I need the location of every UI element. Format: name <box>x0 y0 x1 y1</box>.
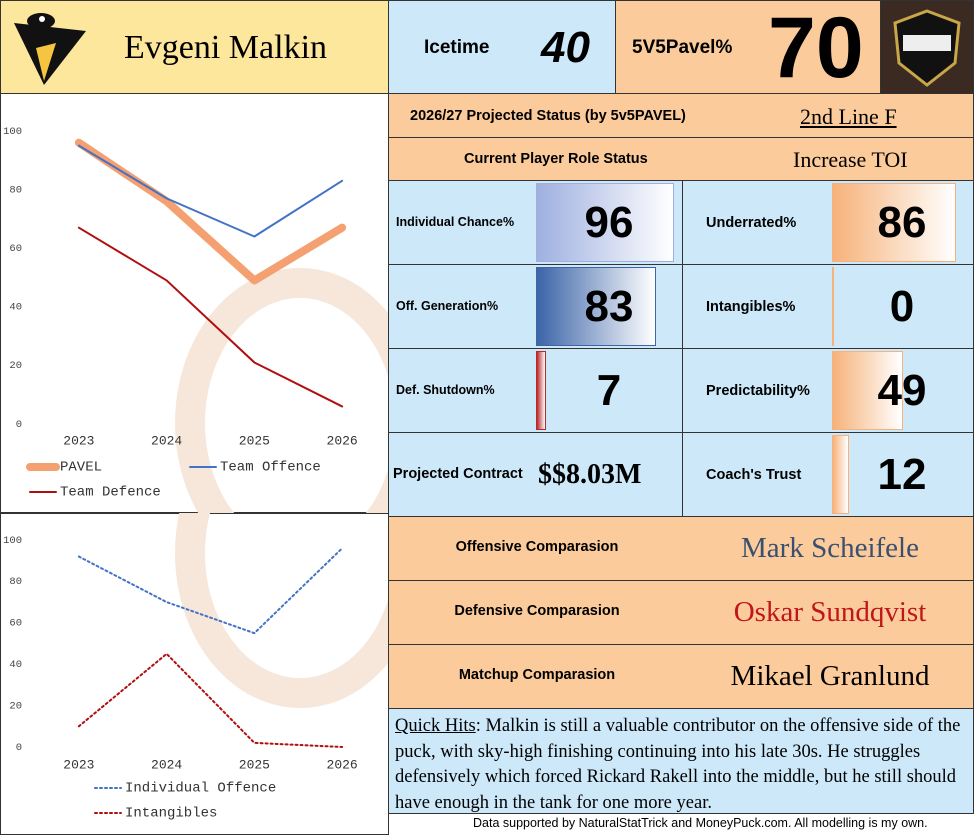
comparison-label: Defensive Comparasion <box>454 603 620 619</box>
comparison-row: Defensive Comparasion Oskar Sundqvist <box>388 580 974 645</box>
series-line <box>77 144 344 238</box>
league-logo <box>880 0 974 94</box>
x-tick-label: 2025 <box>239 433 270 448</box>
shield-band <box>903 35 951 51</box>
stat-label: Def. Shutdown% <box>396 382 495 397</box>
y-tick-label: 80 <box>9 576 22 588</box>
comparison-row: Matchup Comparasion Mikael Granlund <box>388 644 974 709</box>
league-logo-art <box>893 9 961 87</box>
stat-bar <box>832 435 850 514</box>
stat-label: Predictability% <box>706 382 810 399</box>
logo-eye <box>39 16 45 22</box>
legend-label: PAVEL <box>60 460 102 476</box>
y-tick-label: 0 <box>16 419 22 431</box>
stat-bar <box>536 267 656 346</box>
stat-value: 0 <box>889 281 915 331</box>
y-tick-label: 40 <box>9 659 22 671</box>
chart-2: 0 20 40 60 80 100 2023 2024 2025 2026 Individual O… <box>0 513 389 835</box>
stat-bar <box>536 183 675 262</box>
stat-cell: Underrated% 86 <box>682 180 974 265</box>
x-tick-label: 2024 <box>151 433 182 448</box>
quick-hits-text: : Malkin is still a valuable contributor… <box>395 716 961 813</box>
y-tick-label: 100 <box>3 126 22 138</box>
stat-bar <box>536 351 547 430</box>
legend-label: Team Offence <box>220 460 321 476</box>
footer: Data supported by NaturalStatTrick and M… <box>473 816 928 830</box>
legend-label: Individual Offence <box>125 781 276 797</box>
player-name: Evgeni Malkin <box>124 29 328 66</box>
pavel-label: 5V5Pavel% <box>632 37 733 58</box>
stat-label: Intangibles% <box>706 298 796 315</box>
stat-cell: Intangibles% 0 <box>682 264 974 349</box>
series-line <box>77 226 344 408</box>
contract-value: $$8.03M <box>538 458 642 490</box>
stat-cell: Individual Chance% 96 <box>388 180 683 265</box>
legend-label: Intangibles <box>125 806 217 822</box>
y-tick-label: 0 <box>16 742 22 754</box>
header: Evgeni Malkin <box>0 0 389 94</box>
stat-value: 49 <box>877 365 927 415</box>
icetime-value: 40 <box>541 23 590 72</box>
comparison-label: Offensive Comparasion <box>455 539 619 555</box>
legend-label: Team Defence <box>60 485 161 501</box>
stat-bar <box>832 351 903 430</box>
comparison-player: Mikael Granlund <box>730 660 930 692</box>
series-line <box>77 547 344 635</box>
quick-hits: Quick Hits: Malkin is still a valuable c… <box>388 708 974 814</box>
status-label: 2026/27 Projected Status (by 5v5PAVEL) <box>410 107 686 124</box>
watermark <box>175 513 389 708</box>
stat-value: 86 <box>877 197 927 247</box>
y-tick-label: 80 <box>9 184 22 196</box>
stat-cell: Def. Shutdown% 7 <box>388 348 683 433</box>
stat-value: 83 <box>584 281 634 331</box>
x-tick-label: 2024 <box>151 757 182 772</box>
team-logo <box>14 13 86 85</box>
contract-cell: Projected Contract $$8.03M <box>388 432 683 517</box>
stat-value: 12 <box>877 449 927 499</box>
x-tick-label: 2026 <box>327 433 358 448</box>
status-value: Increase TOI <box>793 147 908 172</box>
stat-bar <box>832 183 956 262</box>
status-row: 2026/27 Projected Status (by 5v5PAVEL) 2n… <box>388 93 974 138</box>
stat-label: Off. Generation% <box>396 298 499 313</box>
stat-label: Coach's Trust <box>706 466 802 483</box>
watermark <box>175 268 389 513</box>
contract-label: Projected Contract <box>393 465 523 482</box>
stat-label: Underrated% <box>706 214 797 231</box>
comparison-player: Oskar Sundqvist <box>733 596 927 628</box>
status-row: Current Player Role Status Increase TOI <box>388 137 974 181</box>
x-tick-label: 2023 <box>63 757 94 772</box>
comparison-player: Mark Scheifele <box>741 532 919 564</box>
y-tick-label: 60 <box>9 618 22 630</box>
x-tick-label: 2026 <box>327 757 358 772</box>
stat-label: Individual Chance% <box>396 214 515 229</box>
quick-hits-label: Quick Hits <box>395 716 476 736</box>
status-label: Current Player Role Status <box>464 151 648 167</box>
stat-cell: Off. Generation% 83 <box>388 264 683 349</box>
series-line <box>77 652 344 748</box>
stat-cell: Predictability% 49 <box>682 348 974 433</box>
pavel-value: 70 <box>768 0 864 96</box>
stat-bar <box>832 267 834 346</box>
y-tick-label: 100 <box>3 535 22 547</box>
stat-cell: Coach's Trust 12 <box>682 432 974 517</box>
stat-value: 7 <box>596 365 622 415</box>
chart-1: 0 20 40 60 80 100 2023 2024 2025 2026 PAVEL Team Of… <box>0 93 389 513</box>
icetime-cell: Icetime 40 <box>388 0 616 94</box>
pavel-cell: 5V5Pavel% 70 <box>615 0 881 96</box>
logo-belly <box>36 43 56 81</box>
x-tick-label: 2025 <box>239 757 270 772</box>
y-tick-label: 40 <box>9 302 22 314</box>
comparison-row: Offensive Comparasion Mark Scheifele <box>388 516 974 581</box>
y-tick-label: 20 <box>9 360 22 372</box>
stat-value: 96 <box>584 197 634 247</box>
comparison-label: Matchup Comparasion <box>458 667 616 683</box>
y-tick-label: 60 <box>9 243 22 255</box>
x-tick-label: 2023 <box>63 433 94 448</box>
status-value: 2nd Line F <box>800 103 897 129</box>
y-tick-label: 20 <box>9 700 22 712</box>
icetime-label: Icetime <box>424 37 490 58</box>
